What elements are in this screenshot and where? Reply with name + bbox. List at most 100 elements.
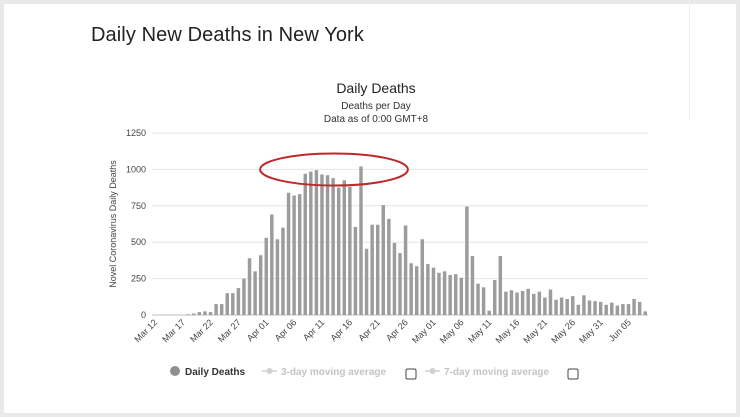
peak-highlight-ellipse [259,152,409,187]
bar[interactable] [231,293,235,315]
checkbox-7-day-average[interactable] [567,368,579,380]
bar[interactable] [197,312,202,315]
bar[interactable] [537,291,542,315]
bar[interactable] [554,299,558,315]
bar[interactable] [437,272,441,315]
legend-item-daily-deaths[interactable]: Daily Deaths [170,366,245,378]
bar[interactable] [359,166,363,315]
bar[interactable] [186,314,190,315]
bar[interactable] [264,237,268,315]
bar[interactable] [465,206,469,315]
bar[interactable] [275,239,280,315]
bar[interactable] [387,218,391,315]
bar[interactable] [576,304,581,315]
bar[interactable] [637,301,642,315]
bar[interactable] [381,205,386,315]
y-axis-label: Novel Coronavirus Daily Deaths [108,160,118,288]
x-tick-label: May 16 [494,317,522,345]
bar[interactable] [487,310,491,315]
bar[interactable] [509,290,514,315]
legend-marker-7-day [429,368,436,374]
bar[interactable] [303,173,307,315]
bar[interactable] [247,258,252,315]
bar[interactable] [236,288,241,315]
chart-card [4,4,736,413]
legend: Daily Deaths 3-day moving average 7-day … [170,366,579,380]
bar[interactable] [420,239,425,315]
bar[interactable] [598,301,603,315]
bar[interactable] [565,298,569,315]
bar[interactable] [314,170,319,315]
bar[interactable] [593,301,597,315]
bar[interactable] [431,267,436,315]
x-tick-label: May 01 [410,317,438,345]
bar[interactable] [643,311,647,315]
bar[interactable] [281,227,285,315]
bar[interactable] [192,313,196,315]
bar[interactable] [392,242,397,315]
bar[interactable] [559,297,564,315]
bar[interactable] [498,256,503,315]
bar[interactable] [543,297,547,315]
bar[interactable] [470,256,475,315]
bar[interactable] [481,287,486,315]
bar[interactable] [493,280,497,315]
bar[interactable] [325,175,330,315]
bar[interactable] [342,180,346,315]
bar[interactable] [336,187,341,315]
legend-item-3-day-average[interactable]: 3-day moving average [262,367,386,378]
bar[interactable] [253,271,257,315]
y-tick-label: 500 [131,237,146,247]
bar[interactable] [476,283,480,315]
bar[interactable] [582,295,586,315]
bar[interactable] [320,174,324,316]
bar[interactable] [364,248,369,315]
bar[interactable] [258,255,263,315]
bar[interactable] [370,224,374,315]
bar[interactable] [348,186,352,315]
bar[interactable] [331,178,335,315]
bar[interactable] [398,253,402,315]
bar[interactable] [532,293,536,315]
bar[interactable] [426,264,430,315]
bar[interactable] [526,288,530,315]
bar[interactable] [225,293,229,315]
bar[interactable] [414,266,419,315]
bar[interactable] [214,304,218,315]
bar[interactable] [615,305,620,315]
bar[interactable] [571,296,575,315]
bar[interactable] [242,278,246,315]
bar[interactable] [208,312,213,315]
legend-item-7-day-average[interactable]: 7-day moving average [425,367,549,378]
y-tick-label: 250 [131,274,146,284]
bar[interactable] [448,274,452,315]
bar[interactable] [587,300,592,315]
bar[interactable] [270,214,274,315]
legend-label-7-day: 7-day moving average [444,367,549,378]
bar[interactable] [297,194,302,315]
bar[interactable] [203,311,207,315]
bar[interactable] [548,289,553,315]
bar[interactable] [604,304,608,315]
bar[interactable] [520,290,525,315]
bar[interactable] [610,302,614,315]
bar[interactable] [286,192,291,315]
checkbox-3-day-average[interactable] [405,368,417,380]
y-tick-label: 750 [131,201,146,211]
bar[interactable] [626,304,631,315]
bar[interactable] [504,291,508,315]
bar[interactable] [409,263,413,315]
bar[interactable] [353,226,358,315]
bar[interactable] [375,224,380,315]
x-tick-label: Apr 06 [273,317,299,343]
bar[interactable] [621,304,625,315]
bar[interactable] [403,225,408,315]
bar[interactable] [292,195,296,315]
bar[interactable] [459,277,464,315]
bar[interactable] [219,304,224,315]
bar[interactable] [632,298,636,315]
bar[interactable] [454,274,458,315]
bar[interactable] [515,292,519,315]
bar[interactable] [309,171,313,315]
bar[interactable] [442,271,447,315]
